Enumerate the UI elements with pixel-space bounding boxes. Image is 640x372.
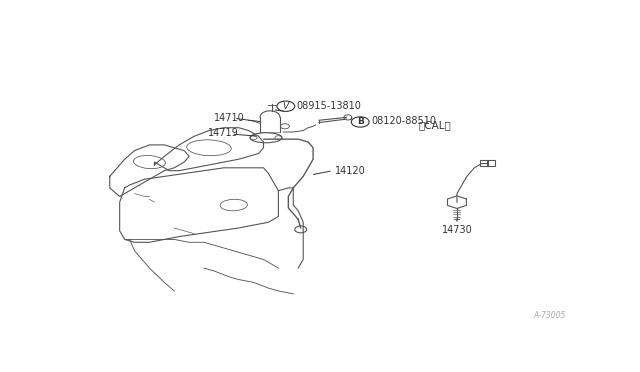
Text: 08915-13810: 08915-13810 bbox=[297, 101, 362, 110]
Text: 08120-88510: 08120-88510 bbox=[371, 116, 436, 126]
Text: 14710: 14710 bbox=[214, 113, 244, 123]
Text: A-73005: A-73005 bbox=[534, 311, 566, 320]
Text: 〈CAL〉: 〈CAL〉 bbox=[419, 120, 451, 130]
Text: 14719: 14719 bbox=[208, 128, 239, 138]
Text: B: B bbox=[357, 118, 364, 126]
Text: 14120: 14120 bbox=[335, 166, 366, 176]
Text: 14730: 14730 bbox=[442, 225, 472, 235]
Text: V: V bbox=[283, 102, 289, 111]
